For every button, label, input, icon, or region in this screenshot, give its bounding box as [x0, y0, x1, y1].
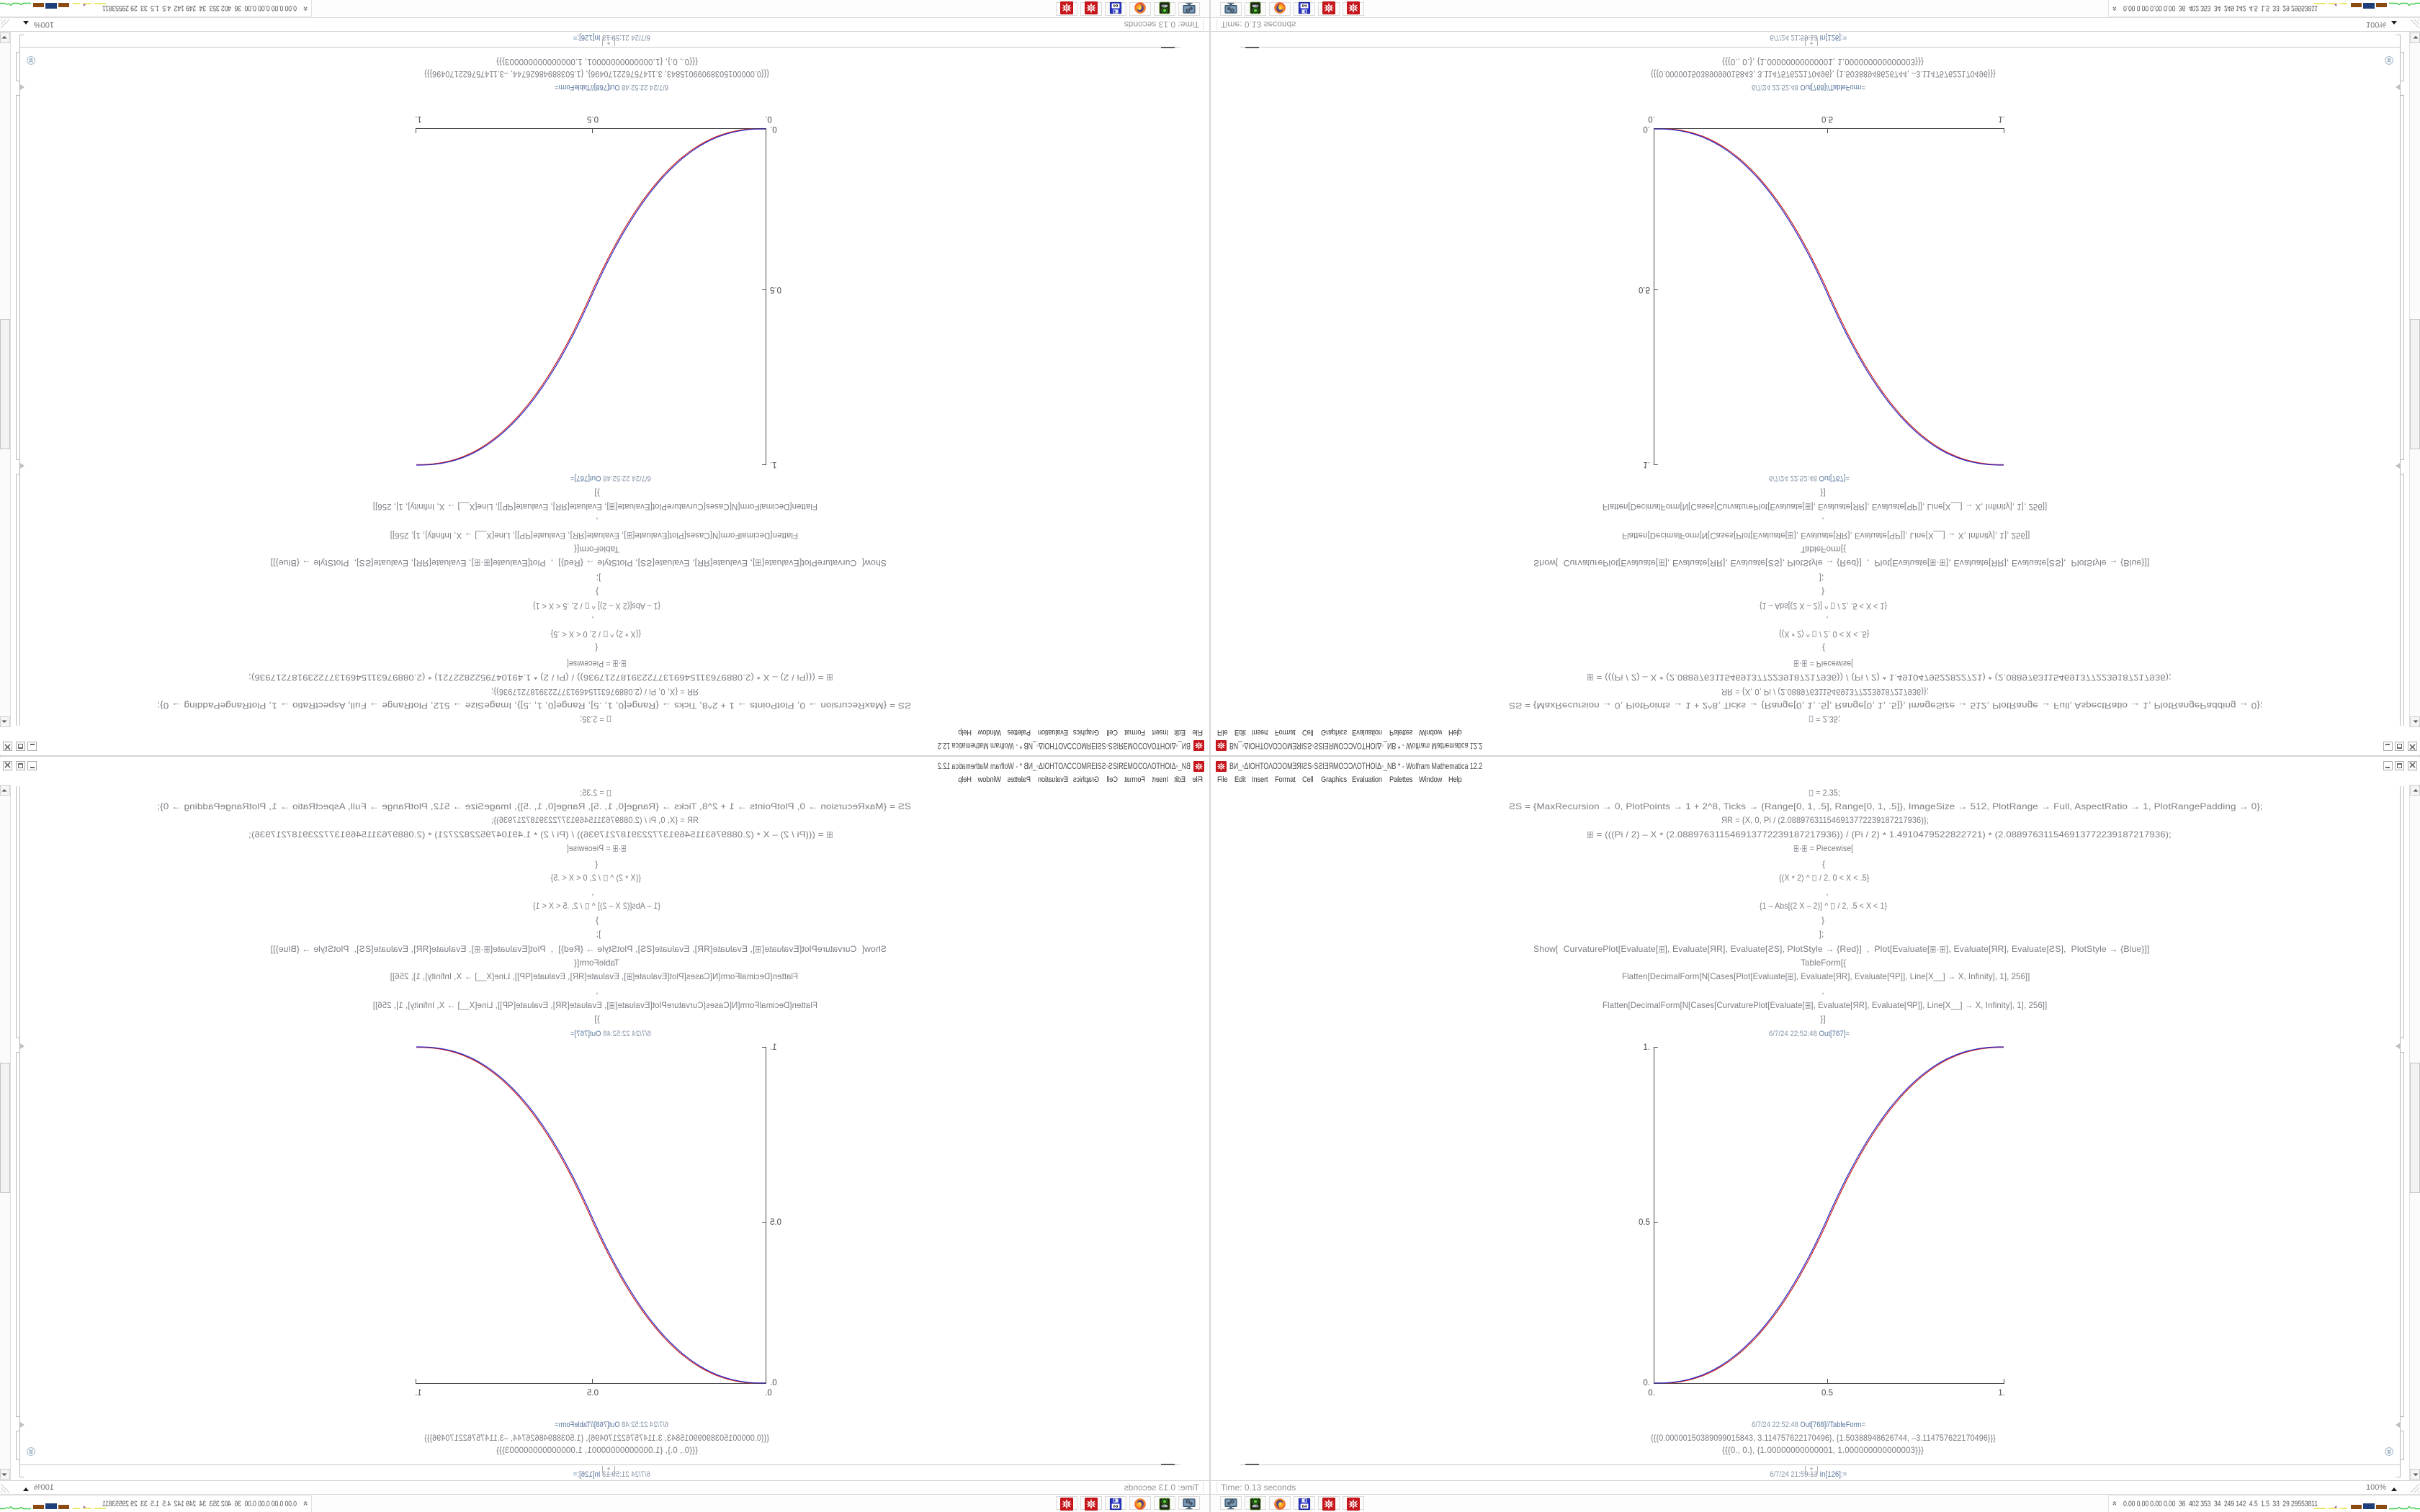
svg-text:64: 64 [1302, 3, 1307, 7]
svg-text:64: 64 [1113, 1505, 1118, 1509]
svg-text:0.5: 0.5 [1821, 1389, 1833, 1398]
svg-text:0.5: 0.5 [770, 1218, 781, 1227]
svg-text:1.: 1. [415, 114, 422, 123]
svg-text:0.5: 0.5 [1821, 114, 1833, 123]
svg-text:64: 64 [1302, 1505, 1307, 1509]
svg-text:1.: 1. [1643, 460, 1650, 469]
svg-text:0.: 0. [765, 114, 772, 123]
svg-text:1.: 1. [1643, 1043, 1650, 1052]
svg-text:1.: 1. [1998, 114, 2005, 123]
svg-text:1.: 1. [415, 1389, 422, 1398]
svg-text:0.: 0. [1643, 125, 1650, 133]
svg-text:1.: 1. [1998, 1389, 2005, 1398]
svg-text:0.5: 0.5 [1639, 1218, 1650, 1227]
svg-text:0.: 0. [1648, 114, 1655, 123]
svg-text:0.5: 0.5 [587, 114, 599, 123]
svg-text:0.5: 0.5 [1639, 285, 1650, 294]
svg-text:0.5: 0.5 [770, 285, 781, 294]
svg-text:0.: 0. [765, 1389, 772, 1398]
svg-text:64: 64 [1113, 3, 1118, 7]
svg-text:0.5: 0.5 [587, 1389, 599, 1398]
svg-text:1.: 1. [770, 460, 777, 469]
svg-text:0.: 0. [770, 125, 777, 133]
svg-text:0.: 0. [770, 1379, 777, 1387]
svg-text:0.: 0. [1643, 1379, 1650, 1387]
svg-text:0.: 0. [1648, 1389, 1655, 1398]
svg-text:1.: 1. [770, 1043, 777, 1052]
